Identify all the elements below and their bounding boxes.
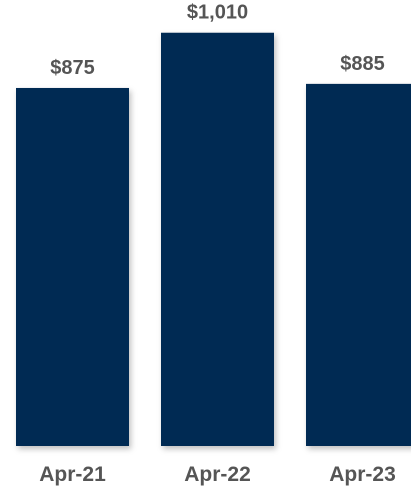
bars-layer (16, 32, 411, 447)
bar-apr-23 (306, 83, 411, 446)
value-labels-layer: $875 $1,010 $885 (50, 2, 385, 79)
tick-label-apr-23: Apr-23 (329, 463, 396, 486)
value-label-apr-21: $875 (50, 57, 95, 79)
x-axis-tick-labels: Apr-21 Apr-22 Apr-23 (39, 463, 396, 486)
tick-label-apr-22: Apr-22 (184, 463, 251, 486)
tick-label-apr-21: Apr-21 (39, 463, 106, 486)
bar-apr-21 (16, 87, 129, 447)
value-label-apr-22: $1,010 (187, 2, 248, 24)
value-label-apr-23: $885 (340, 53, 385, 75)
bar-apr-22 (161, 32, 274, 446)
